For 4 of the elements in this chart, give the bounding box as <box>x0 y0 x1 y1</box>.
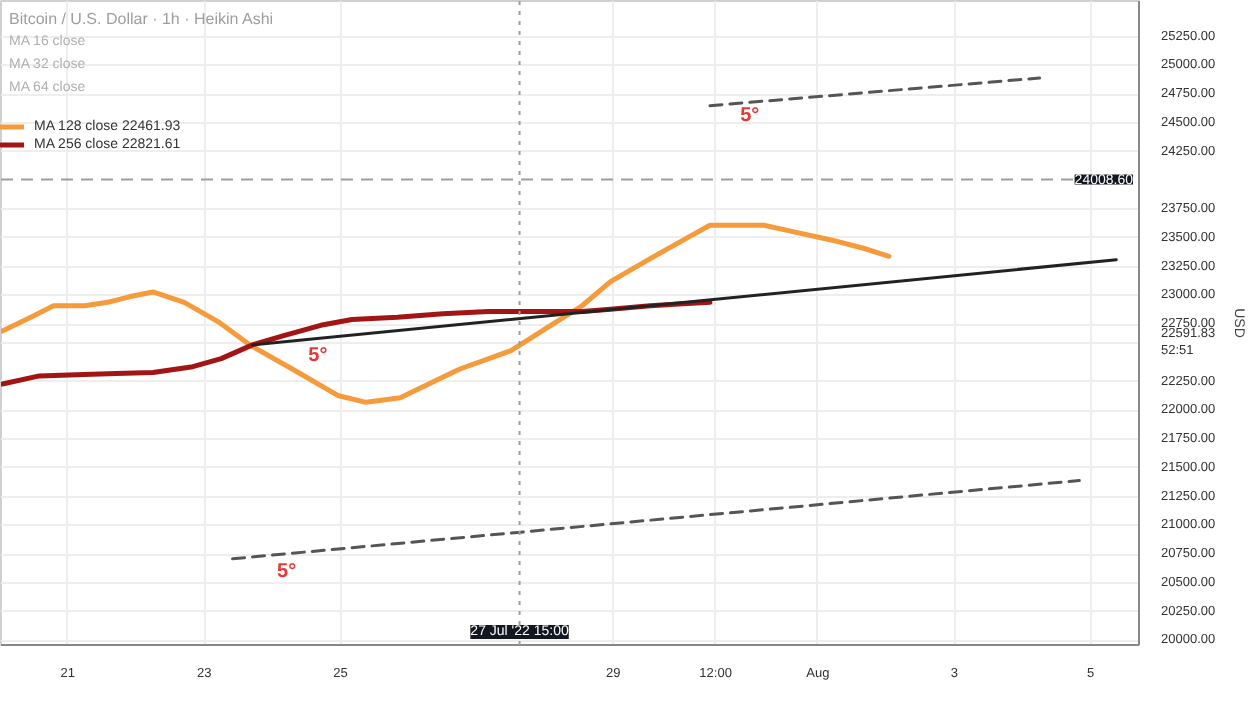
annotation: 5° <box>308 344 328 367</box>
annotation: 5° <box>277 561 297 584</box>
annotation: 5° <box>740 104 760 127</box>
text: Bitcoin / U.S. Dollar · 1h · Heikin Ashi <box>9 10 274 28</box>
